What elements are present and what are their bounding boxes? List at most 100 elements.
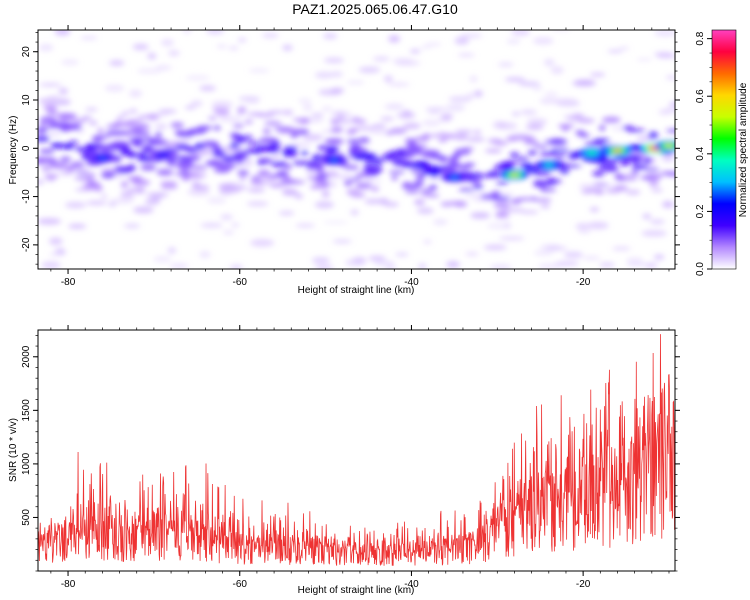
spectrogram-blob — [41, 261, 61, 269]
spectrogram-blob — [411, 170, 423, 174]
spectrogram-blob — [337, 114, 344, 121]
spectrogram-blob — [458, 188, 475, 192]
spectrogram-peak-core — [509, 173, 519, 177]
snr-ylabel: SNR (10 * v/v) — [8, 418, 19, 482]
spectrogram-blob — [626, 128, 646, 133]
spectrogram-blob — [136, 67, 162, 75]
spectrogram-blob — [38, 83, 62, 87]
spectrogram-blob — [446, 103, 466, 112]
spectrogram-blob — [589, 207, 600, 212]
y-tick-label: 2000 — [21, 345, 32, 368]
spectrogram-peak-core — [157, 153, 167, 158]
spectrogram-blob — [95, 144, 114, 151]
spectrogram-blob — [485, 149, 502, 153]
spectrogram-blob — [607, 49, 623, 53]
spectrogram-blob — [454, 133, 468, 141]
spectrogram-blob — [366, 157, 387, 162]
spectrogram-blob — [324, 138, 345, 145]
spectrogram-blob — [495, 181, 509, 185]
spectrogram-blob — [357, 153, 374, 160]
spectrogram-blob — [420, 45, 432, 50]
spectrogram-blob — [155, 65, 172, 71]
spectrogram-blob — [212, 150, 226, 158]
spectrogram-blob — [432, 219, 448, 225]
spectrogram-blob — [497, 62, 514, 68]
spectrogram-blob — [644, 263, 658, 268]
spectrogram-blob — [174, 171, 183, 176]
spectrogram-blob — [283, 164, 293, 170]
spectrogram-blob — [47, 131, 62, 137]
x-tick-label: -60 — [233, 277, 248, 288]
spectrogram-blob — [486, 222, 512, 230]
spectrogram-blob — [543, 58, 555, 67]
spectrogram-blob — [70, 161, 85, 169]
spectrogram-blob — [631, 164, 648, 170]
spectrogram-blob — [110, 198, 134, 205]
spectrogram-blob — [384, 103, 405, 110]
spectrogram-blob — [504, 77, 526, 82]
spectrogram-blob — [395, 252, 409, 257]
spectrogram-blob — [343, 179, 353, 187]
spectrogram-blob — [180, 137, 194, 142]
spectrogram-blob — [185, 75, 211, 81]
spectrogram-blob — [132, 179, 151, 186]
spectrogram-blob — [298, 120, 310, 125]
spectrogram-blob — [371, 124, 387, 128]
spectrogram-blob — [206, 30, 225, 35]
spectrogram-blob — [506, 38, 521, 45]
spectrogram-blob — [39, 44, 54, 52]
spectrogram-blob — [404, 190, 421, 194]
spectrogram-blob — [81, 116, 92, 120]
spectrogram-blob — [270, 184, 284, 188]
spectrogram-blob — [643, 167, 660, 172]
spectrogram-blob — [388, 34, 401, 43]
spectrogram-blob — [84, 144, 94, 151]
spectrogram-blob — [474, 90, 483, 98]
spectrogram-blob — [420, 193, 433, 197]
spectrogram-blob — [170, 122, 185, 129]
spectrogram-blob — [48, 176, 56, 180]
spectrogram-blob — [175, 144, 188, 150]
spectrogram-blob — [598, 125, 606, 131]
spectrogram-blob — [129, 126, 143, 132]
spectrogram-blob — [425, 42, 442, 46]
spectrogram-blob — [316, 173, 329, 180]
spectrogram-blob — [453, 200, 468, 208]
spectrogram-blob — [247, 187, 266, 193]
spectrogram-blob — [459, 33, 483, 39]
spectrogram-blob — [578, 183, 595, 190]
spectrogram-blob — [415, 174, 426, 180]
spectrogram-blob — [510, 135, 531, 141]
spectrogram-blob — [133, 206, 154, 214]
spectrogram-blob — [147, 52, 157, 60]
spectrogram-blob — [211, 100, 234, 109]
spectrogram-blob — [614, 185, 627, 190]
spectrogram-blob — [74, 176, 93, 181]
spectrogram-blob — [454, 148, 471, 156]
spectrogram-blob — [668, 102, 675, 107]
spectrogram-blob — [651, 188, 664, 193]
spectrogram-blob — [229, 132, 241, 138]
spectrogram-blob — [167, 247, 177, 254]
spectrogram-blob — [120, 190, 135, 195]
spectrogram-blob — [39, 121, 46, 127]
spectrogram-blob — [297, 98, 312, 104]
spectrogram-blob — [46, 157, 56, 163]
spectrogram-blob — [132, 130, 151, 137]
spectrogram-blob — [350, 209, 359, 216]
spectrogram-blob — [291, 142, 312, 148]
spectrogram-blob — [572, 79, 597, 87]
spectrogram-blob — [369, 129, 391, 134]
spectrogram-blob — [137, 114, 153, 119]
spectrogram-blob — [316, 168, 325, 174]
spectrogram-blob — [39, 116, 57, 123]
spectrogram-blob — [324, 146, 340, 152]
spectrogram-blob — [391, 160, 407, 165]
y-tick-label: 1500 — [21, 399, 32, 422]
spectrogram-blob — [532, 171, 551, 176]
spectrogram-blob — [370, 186, 380, 192]
spectrogram-frame — [37, 29, 676, 270]
spectrogram-blob — [520, 109, 538, 115]
x-tick-label: -20 — [576, 579, 591, 590]
spectrogram-blob — [589, 72, 606, 77]
